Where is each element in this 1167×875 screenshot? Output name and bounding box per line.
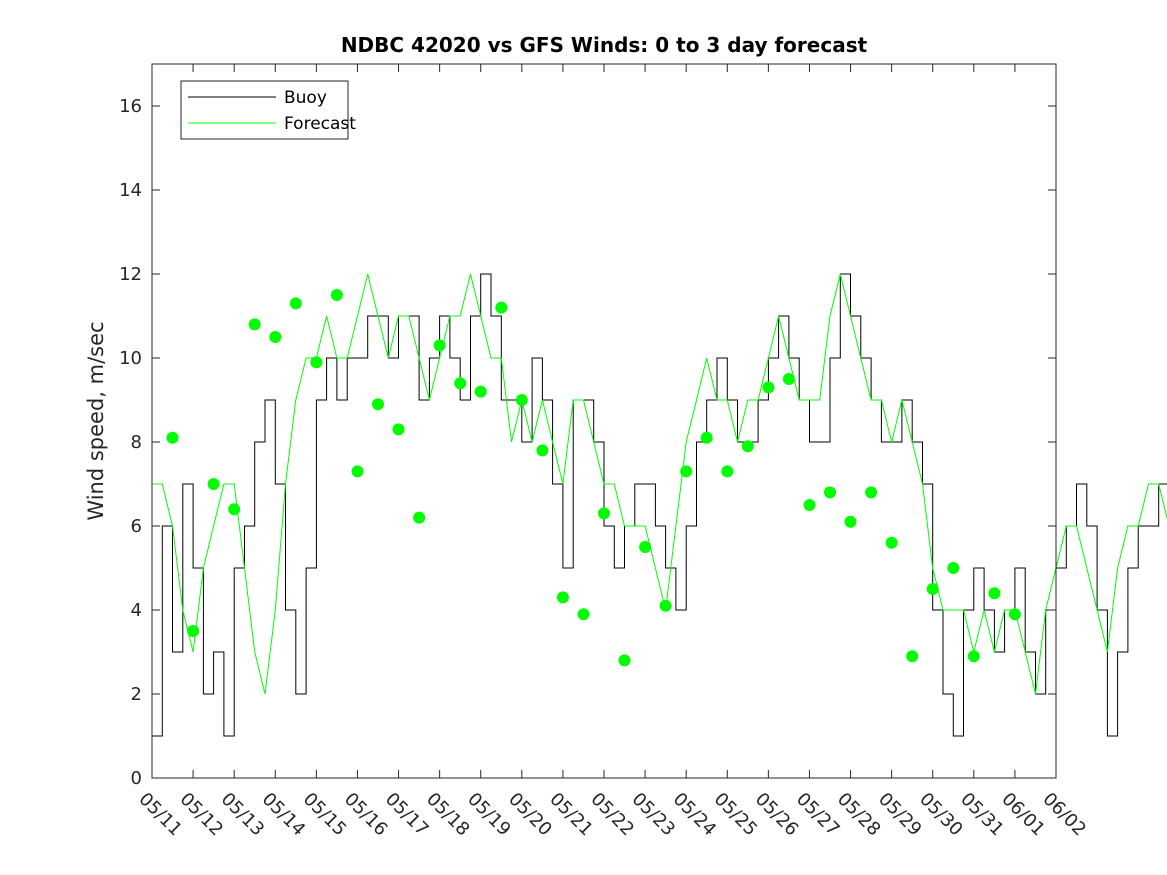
forecast-marker — [782, 373, 795, 385]
forecast-marker — [351, 465, 364, 478]
y-tick-label: 12 — [119, 264, 142, 285]
buoy-series-line — [152, 273, 1167, 737]
forecast-marker — [1008, 608, 1021, 621]
forecast-marker — [926, 583, 939, 595]
forecast-marker — [639, 541, 652, 553]
forecast-marker — [433, 339, 446, 352]
plot-area — [152, 64, 1056, 778]
y-tick-label: 8 — [131, 432, 142, 453]
legend-box — [180, 80, 349, 140]
forecast-marker — [577, 608, 590, 621]
forecast-marker — [166, 431, 179, 444]
forecast-marker — [289, 297, 302, 310]
forecast-marker — [413, 511, 426, 524]
y-tick-label: 14 — [119, 180, 142, 201]
y-tick-label: 4 — [131, 600, 142, 621]
forecast-marker — [207, 478, 220, 490]
forecast-marker — [372, 398, 384, 411]
forecast-marker — [474, 385, 487, 398]
y-tick-label: 6 — [131, 516, 142, 537]
forecast-marker — [947, 562, 960, 574]
forecast-marker — [741, 440, 754, 453]
y-tick-label: 2 — [131, 684, 142, 705]
forecast-marker — [392, 423, 405, 436]
forecast-marker — [844, 515, 857, 528]
forecast-marker — [536, 444, 549, 457]
forecast-marker — [967, 650, 980, 663]
series-layer — [152, 273, 1167, 737]
forecast-marker — [700, 431, 713, 444]
forecast-marker — [515, 394, 528, 406]
forecast-marker — [721, 465, 734, 478]
forecast-marker — [310, 356, 323, 369]
forecast-marker — [187, 625, 200, 637]
forecast-marker — [988, 587, 1001, 600]
forecast-marker — [659, 599, 672, 612]
y-tick-label: 16 — [119, 96, 142, 117]
forecast-marker — [495, 301, 508, 314]
forecast-marker — [885, 536, 898, 549]
forecast-marker — [824, 486, 836, 499]
forecast-marker — [269, 331, 282, 343]
forecast-series-line — [152, 273, 1167, 695]
forecast-marker — [906, 650, 919, 663]
legend: Buoy Forecast — [180, 80, 356, 140]
legend-forecast-label: Forecast — [284, 114, 356, 134]
forecast-marker — [680, 465, 693, 478]
y-tick-label: 0 — [131, 768, 142, 789]
forecast-marker — [803, 499, 816, 511]
forecast-marker — [330, 289, 343, 301]
forecast-marker — [228, 503, 241, 516]
forecast-marker — [454, 377, 467, 390]
forecast-marker — [618, 654, 631, 667]
forecast-marker — [865, 486, 878, 499]
legend-buoy-label: Buoy — [284, 88, 327, 108]
forecast-marker — [762, 381, 775, 394]
y-tick-label: 10 — [119, 348, 142, 369]
forecast-marker — [598, 507, 610, 520]
forecast-marker — [248, 318, 261, 331]
chart-title: NDBC 42020 vs GFS Winds: 0 to 3 day fore… — [341, 33, 868, 57]
forecast-marker — [556, 591, 569, 604]
y-axis-label: Wind speed, m/sec — [84, 321, 108, 520]
